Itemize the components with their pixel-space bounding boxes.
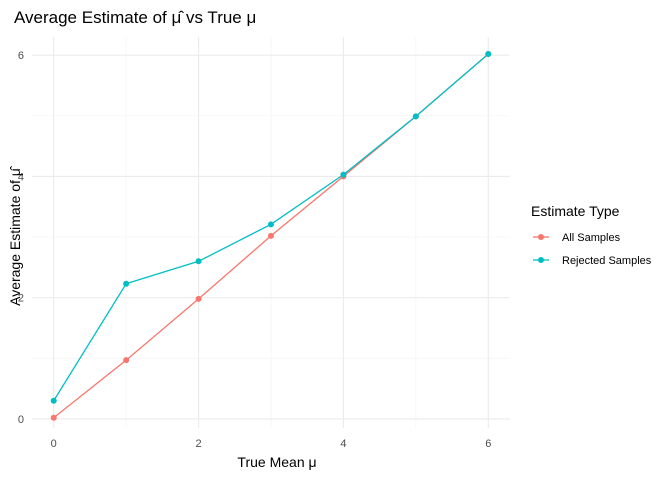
x-tick-label: 2 [196, 438, 202, 450]
data-point [485, 50, 492, 57]
data-point [195, 258, 202, 265]
data-point [123, 357, 130, 364]
data-point [268, 232, 274, 239]
grid [32, 37, 510, 428]
legend-item: Rejected Samples [533, 255, 652, 267]
x-tick-label: 0 [51, 438, 57, 450]
y-axis-ticks: 0 2 4 6 [18, 50, 24, 426]
legend-label: All Samples [562, 232, 621, 244]
y-tick-label: 6 [18, 50, 24, 62]
data-point [412, 113, 419, 120]
legend: Estimate Type All Samples Rejected Sample… [531, 203, 652, 267]
y-tick-label: 2 [18, 293, 24, 305]
legend-items: All Samples Rejected Samples [533, 232, 652, 267]
x-tick-label: 4 [340, 438, 346, 450]
legend-item: All Samples [533, 232, 621, 244]
data-point [268, 221, 274, 228]
data-point [123, 280, 130, 287]
data-point [50, 414, 57, 421]
y-tick-label: 0 [18, 414, 24, 426]
series-points [50, 50, 492, 421]
legend-title: Estimate Type [531, 203, 620, 219]
x-tick-label: 6 [485, 438, 491, 450]
y-tick-label: 4 [18, 171, 24, 183]
x-axis-title: True Mean μ [237, 454, 316, 470]
legend-key-point [538, 234, 544, 240]
legend-label: Rejected Samples [562, 255, 652, 267]
data-point [195, 295, 202, 302]
data-point [50, 397, 57, 404]
legend-key-point [538, 257, 544, 263]
x-axis-ticks: 0 2 4 6 [51, 438, 492, 450]
plot-area [32, 37, 510, 428]
y-axis-title: Average Estimate of μ̂ [7, 165, 23, 306]
chart-title: Average Estimate of μ̂ vs True μ [14, 8, 256, 27]
data-point [340, 171, 347, 178]
